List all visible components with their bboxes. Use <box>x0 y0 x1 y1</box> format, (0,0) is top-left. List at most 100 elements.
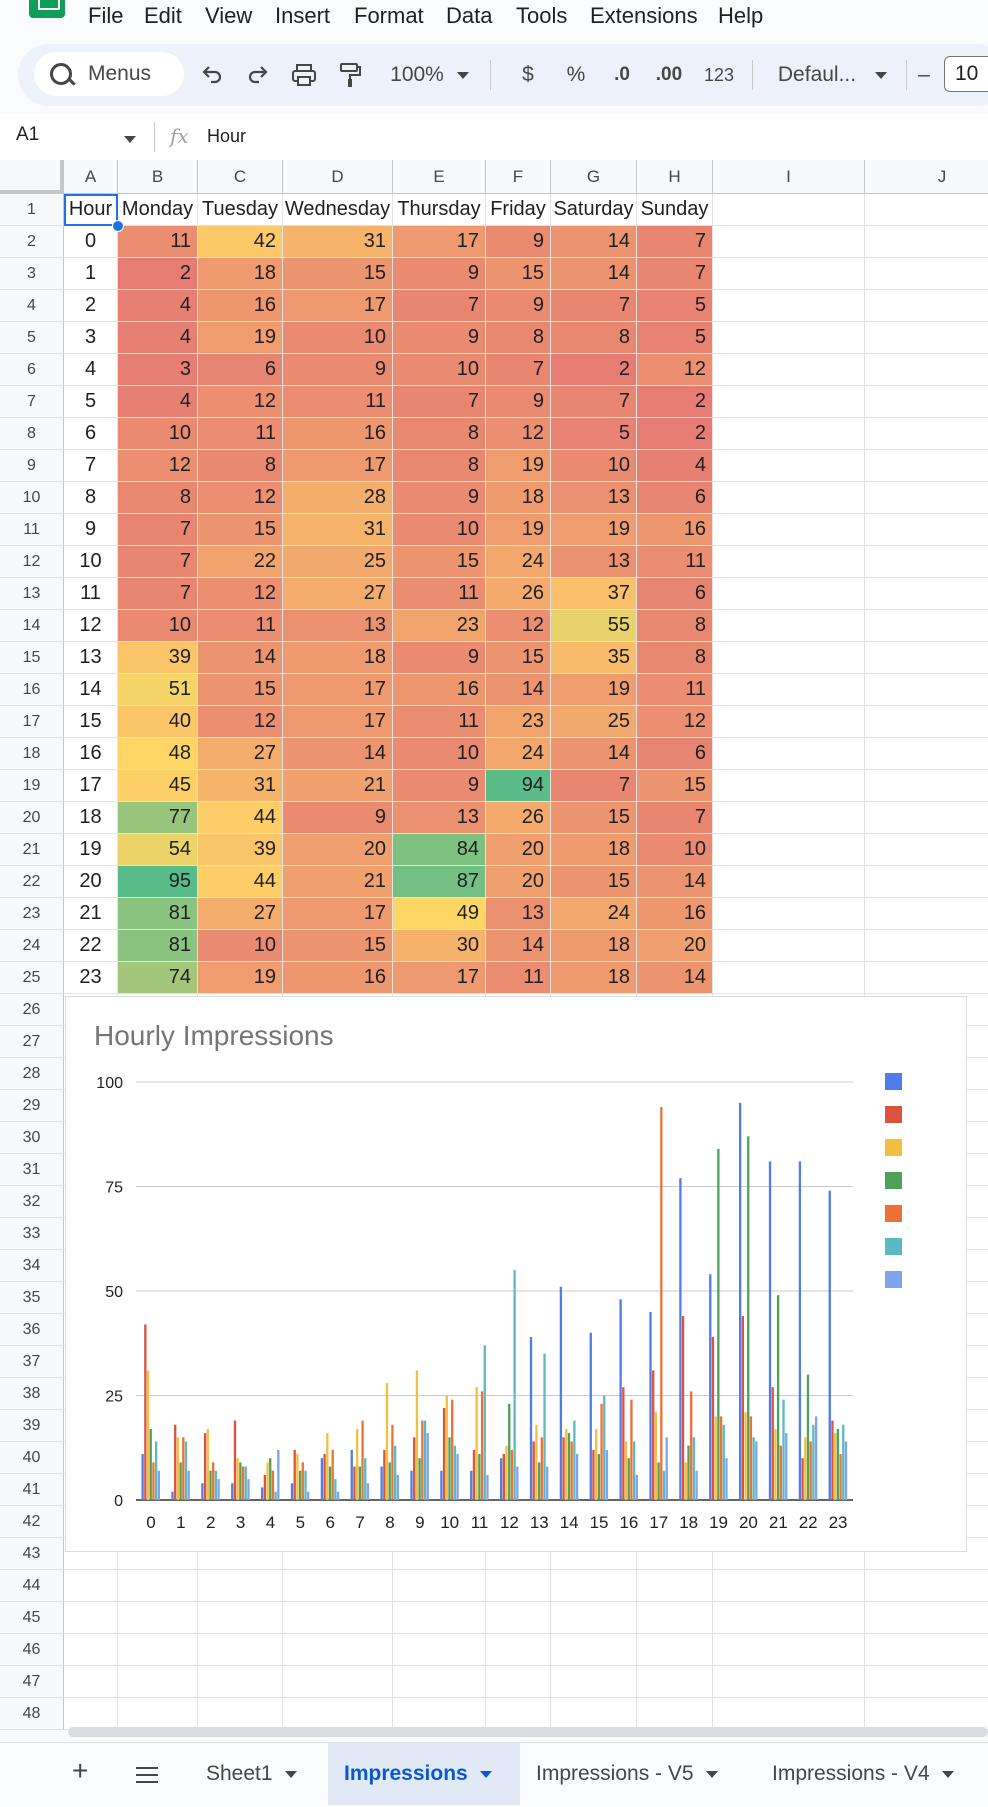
row-header-42[interactable]: 42 <box>0 1506 64 1538</box>
empty-cell[interactable] <box>713 1538 865 1570</box>
column-header-c[interactable]: C <box>198 160 283 194</box>
empty-cell[interactable] <box>713 930 865 962</box>
row-header-36[interactable]: 36 <box>0 1314 64 1346</box>
empty-cell[interactable] <box>393 1634 486 1666</box>
row-header-34[interactable]: 34 <box>0 1250 64 1282</box>
empty-cell[interactable] <box>865 578 988 610</box>
data-cell[interactable]: 6 <box>198 354 283 386</box>
data-cell[interactable]: 16 <box>283 418 393 450</box>
row-header-8[interactable]: 8 <box>0 418 64 450</box>
data-cell[interactable]: 14 <box>486 930 551 962</box>
hour-cell[interactable]: 2 <box>64 290 118 322</box>
row-header-23[interactable]: 23 <box>0 898 64 930</box>
row-header-46[interactable]: 46 <box>0 1634 64 1666</box>
empty-cell[interactable] <box>551 1570 637 1602</box>
row-header-31[interactable]: 31 <box>0 1154 64 1186</box>
empty-cell[interactable] <box>865 802 988 834</box>
data-cell[interactable]: 7 <box>637 226 713 258</box>
empty-cell[interactable] <box>713 1698 865 1730</box>
data-cell[interactable]: 45 <box>118 770 198 802</box>
hour-cell[interactable]: 3 <box>64 322 118 354</box>
empty-cell[interactable] <box>486 1634 551 1666</box>
data-cell[interactable]: 74 <box>118 962 198 994</box>
data-cell[interactable]: 7 <box>551 770 637 802</box>
decrease-decimal-button[interactable]: .0 <box>614 64 630 85</box>
data-cell[interactable]: 81 <box>118 898 198 930</box>
menu-edit[interactable]: Edit <box>144 3 182 28</box>
data-cell[interactable]: 17 <box>393 226 486 258</box>
name-box[interactable]: A1 <box>16 124 40 145</box>
row-header-32[interactable]: 32 <box>0 1186 64 1218</box>
data-cell[interactable]: 15 <box>198 674 283 706</box>
hour-cell[interactable]: 18 <box>64 802 118 834</box>
empty-cell[interactable] <box>393 1698 486 1730</box>
data-cell[interactable]: 9 <box>283 354 393 386</box>
header-cell[interactable]: Thursday <box>393 194 486 226</box>
data-cell[interactable]: 5 <box>637 290 713 322</box>
data-cell[interactable]: 21 <box>283 770 393 802</box>
empty-cell[interactable] <box>551 1698 637 1730</box>
hour-cell[interactable]: 0 <box>64 226 118 258</box>
data-cell[interactable]: 12 <box>637 354 713 386</box>
data-cell[interactable]: 15 <box>198 514 283 546</box>
currency-button[interactable]: $ <box>522 63 534 86</box>
empty-cell[interactable] <box>713 674 865 706</box>
row-header-25[interactable]: 25 <box>0 962 64 994</box>
data-cell[interactable]: 94 <box>486 770 551 802</box>
row-header-43[interactable]: 43 <box>0 1538 64 1570</box>
data-cell[interactable]: 3 <box>118 354 198 386</box>
hour-cell[interactable]: 23 <box>64 962 118 994</box>
data-cell[interactable]: 14 <box>551 258 637 290</box>
data-cell[interactable]: 9 <box>393 258 486 290</box>
row-header-11[interactable]: 11 <box>0 514 64 546</box>
empty-cell[interactable] <box>865 834 988 866</box>
row-header-26[interactable]: 26 <box>0 994 64 1026</box>
font-size-decrease-button[interactable]: – <box>918 63 930 86</box>
data-cell[interactable]: 6 <box>637 482 713 514</box>
empty-cell[interactable] <box>713 546 865 578</box>
data-cell[interactable]: 44 <box>198 866 283 898</box>
data-cell[interactable]: 12 <box>118 450 198 482</box>
header-cell[interactable]: Wednesday <box>283 194 393 226</box>
menus-search[interactable]: Menus <box>34 52 184 96</box>
data-cell[interactable]: 17 <box>283 290 393 322</box>
column-header-a[interactable]: A <box>64 160 118 194</box>
data-cell[interactable]: 39 <box>198 834 283 866</box>
empty-cell[interactable] <box>283 1666 393 1698</box>
hour-cell[interactable]: 11 <box>64 578 118 610</box>
data-cell[interactable]: 24 <box>486 738 551 770</box>
data-cell[interactable]: 11 <box>637 674 713 706</box>
data-cell[interactable]: 19 <box>486 514 551 546</box>
empty-cell[interactable] <box>713 226 865 258</box>
data-cell[interactable]: 95 <box>118 866 198 898</box>
row-header-21[interactable]: 21 <box>0 834 64 866</box>
font-size-input[interactable]: 10 <box>944 56 988 92</box>
data-cell[interactable]: 7 <box>393 290 486 322</box>
data-cell[interactable]: 16 <box>198 290 283 322</box>
number-format-button[interactable]: 123 <box>703 64 735 85</box>
data-cell[interactable]: 18 <box>551 930 637 962</box>
empty-cell[interactable] <box>551 1634 637 1666</box>
empty-cell[interactable] <box>865 610 988 642</box>
empty-cell[interactable] <box>865 738 988 770</box>
data-cell[interactable]: 14 <box>637 866 713 898</box>
print-icon[interactable] <box>286 44 322 106</box>
empty-cell[interactable] <box>865 1634 988 1666</box>
empty-cell[interactable] <box>551 1666 637 1698</box>
data-cell[interactable]: 10 <box>118 610 198 642</box>
row-header-40[interactable]: 40 <box>0 1442 64 1474</box>
empty-cell[interactable] <box>865 1570 988 1602</box>
data-cell[interactable]: 8 <box>551 322 637 354</box>
row-header-38[interactable]: 38 <box>0 1378 64 1410</box>
hour-cell[interactable]: 20 <box>64 866 118 898</box>
data-cell[interactable]: 20 <box>283 834 393 866</box>
row-header-15[interactable]: 15 <box>0 642 64 674</box>
empty-cell[interactable] <box>118 1602 198 1634</box>
data-cell[interactable]: 10 <box>283 322 393 354</box>
column-header-j[interactable]: J <box>865 160 988 194</box>
row-header-12[interactable]: 12 <box>0 546 64 578</box>
hour-cell[interactable]: 8 <box>64 482 118 514</box>
data-cell[interactable]: 8 <box>637 610 713 642</box>
data-cell[interactable]: 8 <box>393 418 486 450</box>
empty-cell[interactable] <box>865 258 988 290</box>
